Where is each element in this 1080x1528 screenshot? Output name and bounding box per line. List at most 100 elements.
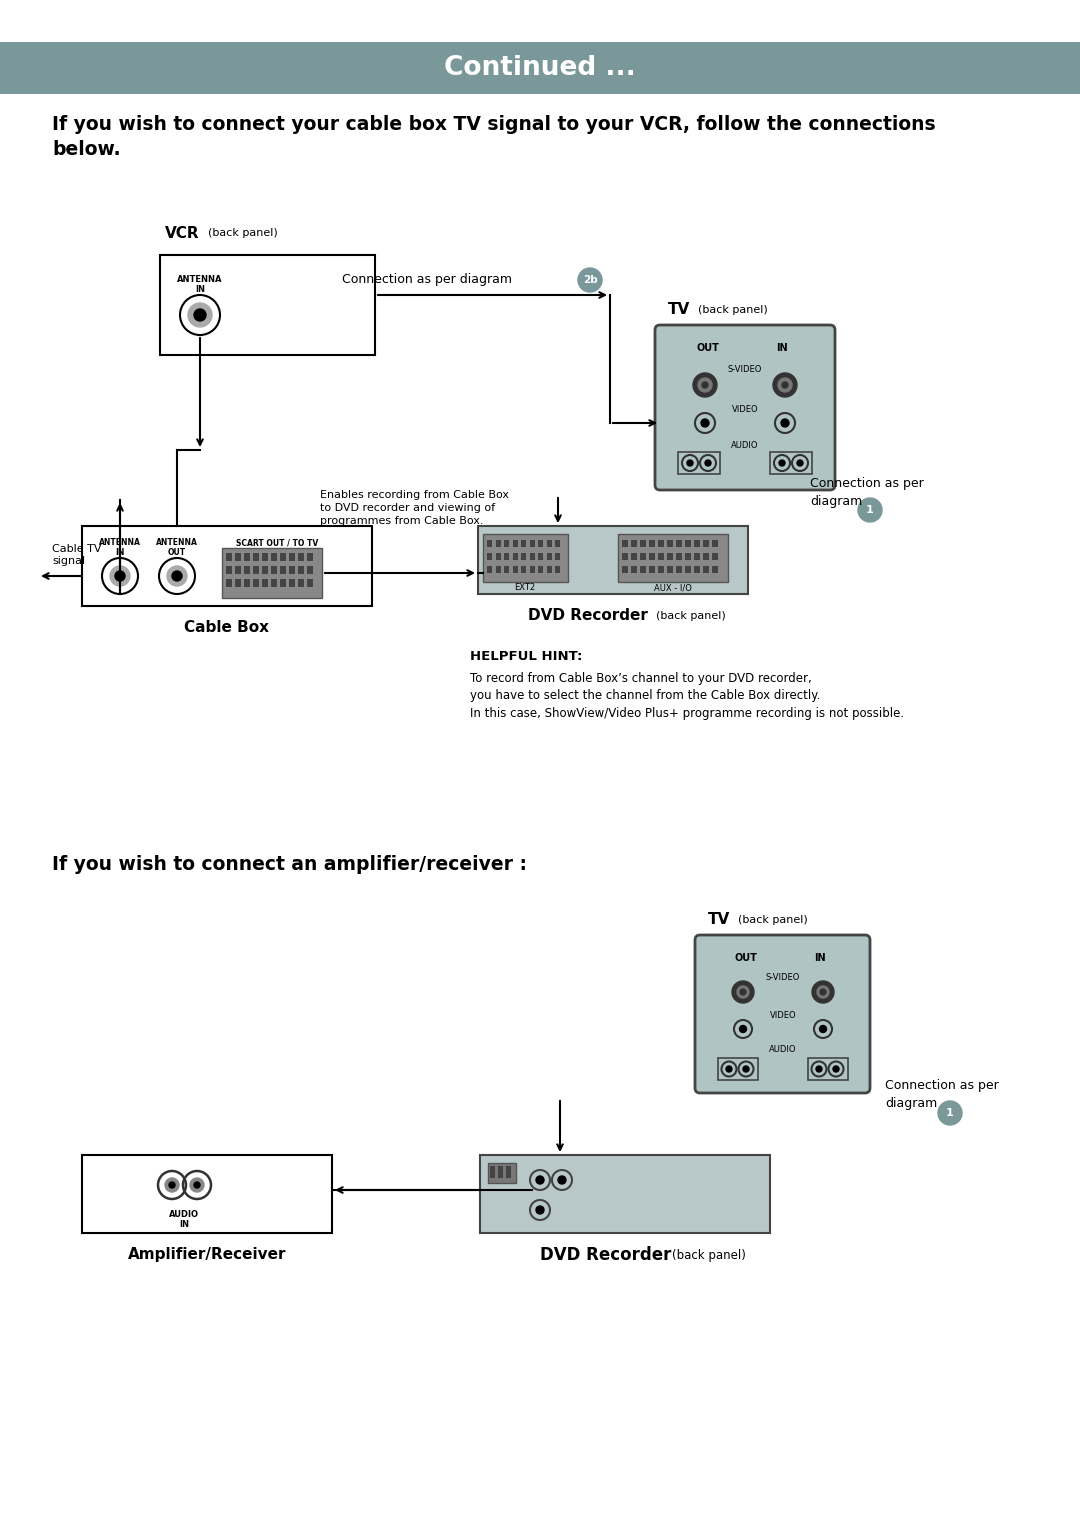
FancyBboxPatch shape xyxy=(718,1057,758,1080)
Bar xyxy=(244,553,249,561)
Circle shape xyxy=(816,986,829,998)
FancyBboxPatch shape xyxy=(678,452,720,474)
Bar xyxy=(521,565,526,573)
Bar xyxy=(521,553,526,559)
Bar xyxy=(226,565,232,575)
Circle shape xyxy=(167,565,187,587)
Bar xyxy=(289,579,295,587)
Circle shape xyxy=(705,460,711,466)
Bar xyxy=(676,553,681,559)
Bar xyxy=(555,539,561,547)
Text: VIDEO: VIDEO xyxy=(731,405,758,414)
Bar xyxy=(685,553,691,559)
FancyBboxPatch shape xyxy=(696,935,870,1093)
Bar xyxy=(498,1166,503,1178)
Text: S-VIDEO: S-VIDEO xyxy=(728,365,762,374)
FancyBboxPatch shape xyxy=(808,1057,848,1080)
Circle shape xyxy=(779,460,785,466)
Bar xyxy=(280,553,286,561)
Text: SCART OUT / TO TV: SCART OUT / TO TV xyxy=(235,538,319,547)
Circle shape xyxy=(797,460,804,466)
Bar xyxy=(538,565,543,573)
Circle shape xyxy=(194,309,206,321)
Circle shape xyxy=(778,377,792,393)
Bar xyxy=(712,565,718,573)
Circle shape xyxy=(536,1206,544,1215)
Text: (back panel): (back panel) xyxy=(656,611,726,620)
Text: To record from Cable Box’s channel to your DVD recorder,
you have to select the : To record from Cable Box’s channel to yo… xyxy=(470,672,904,720)
Circle shape xyxy=(737,986,750,998)
Text: AUX - I/O: AUX - I/O xyxy=(654,584,692,593)
Circle shape xyxy=(726,1067,732,1073)
Circle shape xyxy=(858,498,882,523)
Bar xyxy=(226,553,232,561)
Circle shape xyxy=(702,382,708,388)
Circle shape xyxy=(732,981,754,1002)
Bar xyxy=(658,539,664,547)
Bar xyxy=(555,565,561,573)
Bar xyxy=(703,539,708,547)
Text: IN: IN xyxy=(814,953,826,963)
Bar xyxy=(667,539,673,547)
Bar xyxy=(271,553,276,561)
Text: Amplifier/Receiver: Amplifier/Receiver xyxy=(127,1247,286,1262)
Text: Connection as per
diagram: Connection as per diagram xyxy=(885,1079,999,1111)
Bar xyxy=(555,553,561,559)
Bar xyxy=(82,526,372,607)
FancyBboxPatch shape xyxy=(483,533,568,582)
Bar xyxy=(487,565,492,573)
Bar xyxy=(160,255,375,354)
Text: TV: TV xyxy=(669,303,690,318)
Bar xyxy=(703,565,708,573)
Bar xyxy=(289,565,295,575)
Text: ANTENNA
OUT: ANTENNA OUT xyxy=(157,538,198,558)
Bar xyxy=(521,539,526,547)
Text: (back panel): (back panel) xyxy=(208,228,278,238)
Bar xyxy=(649,553,654,559)
Bar xyxy=(685,539,691,547)
Bar xyxy=(658,553,664,559)
Text: OUT: OUT xyxy=(697,342,719,353)
Bar xyxy=(289,553,295,561)
Bar xyxy=(271,565,276,575)
Bar xyxy=(631,565,637,573)
Bar xyxy=(640,539,646,547)
Text: (back panel): (back panel) xyxy=(738,915,808,924)
FancyBboxPatch shape xyxy=(770,452,812,474)
Bar xyxy=(280,565,286,575)
Text: OUT: OUT xyxy=(734,953,757,963)
Circle shape xyxy=(693,373,717,397)
Bar xyxy=(262,565,268,575)
Bar xyxy=(298,565,303,575)
Bar xyxy=(546,553,552,559)
Bar xyxy=(712,553,718,559)
Bar xyxy=(504,539,509,547)
Circle shape xyxy=(740,989,746,995)
Circle shape xyxy=(194,1183,200,1187)
Circle shape xyxy=(743,1067,750,1073)
Text: If you wish to connect an amplifier/receiver :: If you wish to connect an amplifier/rece… xyxy=(52,856,527,874)
Text: Enables recording from Cable Box
to DVD recorder and viewing of
programmes from : Enables recording from Cable Box to DVD … xyxy=(320,490,509,527)
Bar xyxy=(507,1166,511,1178)
Bar xyxy=(546,565,552,573)
Bar xyxy=(298,553,303,561)
Bar xyxy=(280,579,286,587)
Bar xyxy=(298,579,303,587)
Bar xyxy=(667,553,673,559)
Bar xyxy=(703,553,708,559)
Circle shape xyxy=(820,1025,826,1033)
Bar xyxy=(253,579,259,587)
Text: IN: IN xyxy=(777,342,787,353)
Bar xyxy=(307,579,313,587)
Bar xyxy=(496,539,500,547)
Circle shape xyxy=(188,303,212,327)
Circle shape xyxy=(782,382,788,388)
Text: VIDEO: VIDEO xyxy=(770,1012,796,1021)
Text: (back panel): (back panel) xyxy=(672,1248,746,1262)
Bar xyxy=(253,565,259,575)
Bar xyxy=(631,553,637,559)
Text: AUDIO
IN: AUDIO IN xyxy=(168,1210,199,1230)
FancyBboxPatch shape xyxy=(654,325,835,490)
Bar xyxy=(529,565,535,573)
Bar xyxy=(487,539,492,547)
